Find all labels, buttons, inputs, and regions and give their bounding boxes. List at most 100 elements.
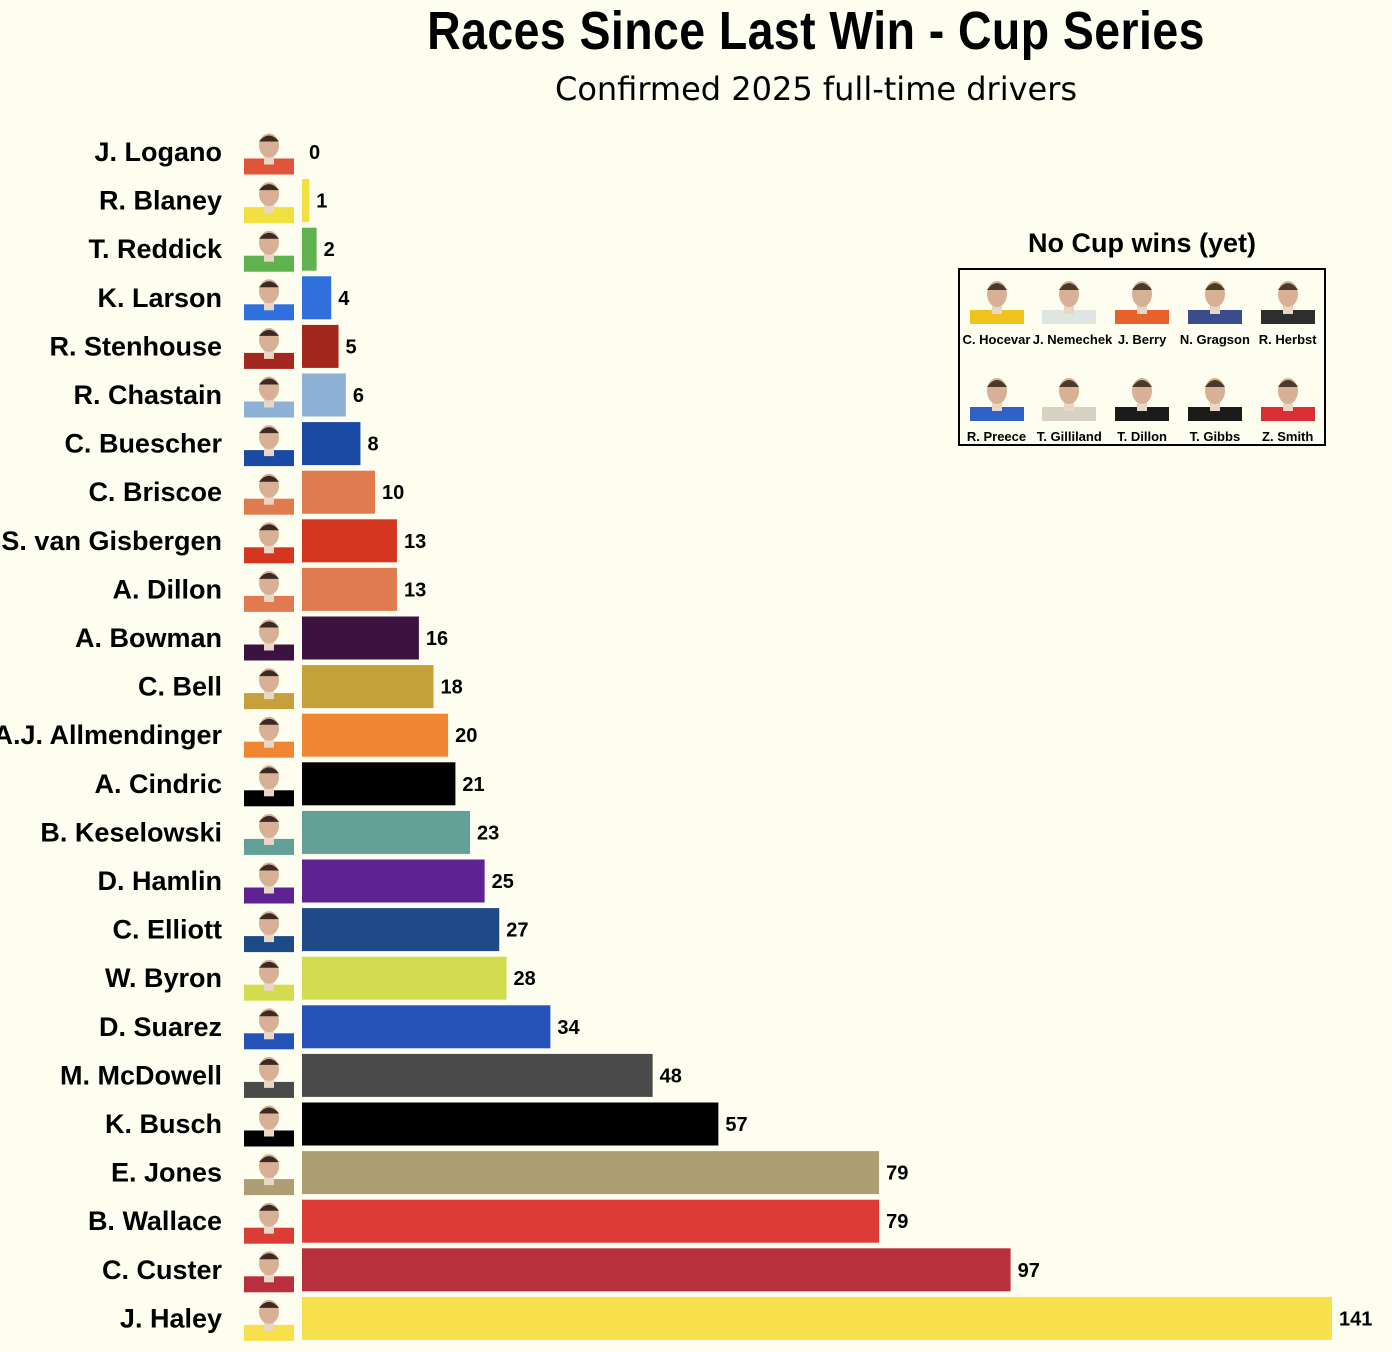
driver-photo (244, 1008, 294, 1050)
driver-photo (969, 281, 1024, 324)
driver-photo (244, 911, 294, 953)
driver-photo (244, 279, 294, 321)
driver-photo (1187, 281, 1242, 324)
bar (302, 1053, 653, 1097)
category-label: B. Wallace (88, 1206, 222, 1236)
no-wins-driver-name: T. Dillon (1117, 429, 1168, 444)
value-label: 97 (1018, 1260, 1040, 1282)
no-wins-driver-name: R. Herbst (1258, 332, 1317, 347)
value-label: 18 (440, 677, 462, 699)
chart-subtitle: Confirmed 2025 full-time drivers (554, 70, 1078, 108)
driver-photo (1042, 378, 1097, 421)
driver-photo (244, 133, 294, 175)
no-wins-driver: Z. Smith (1251, 371, 1324, 444)
chart-title: Races Since Last Win - Cup Series (427, 1, 1205, 61)
bar (302, 616, 419, 660)
no-wins-driver: C. Hocevar (960, 274, 1033, 347)
value-label: 48 (660, 1065, 682, 1087)
category-label: A.J. Allmendinger (0, 720, 222, 750)
category-label: K. Busch (105, 1109, 222, 1139)
value-label: 79 (886, 1163, 908, 1185)
category-label: E. Jones (111, 1158, 222, 1188)
bar (302, 956, 507, 1000)
value-label: 13 (404, 531, 426, 553)
category-label: A. Dillon (113, 574, 223, 604)
category-label: C. Custer (102, 1255, 223, 1285)
category-label: W. Byron (105, 963, 222, 993)
no-wins-driver-name: Z. Smith (1262, 429, 1314, 444)
category-label: B. Keselowski (40, 817, 222, 847)
no-wins-panel: C. Hocevar J. Nemechek J. Berry N. Gragson R… (958, 268, 1326, 446)
value-label: 25 (492, 871, 514, 893)
driver-photo (244, 716, 294, 758)
no-wins-driver: T. Dillon (1106, 371, 1179, 444)
bar (302, 1248, 1011, 1292)
category-label: M. McDowell (60, 1060, 222, 1090)
value-label: 20 (455, 725, 477, 747)
no-wins-driver-name: J. Nemechek (1032, 332, 1113, 347)
value-label: 27 (506, 920, 528, 942)
driver-photo (1260, 378, 1315, 421)
bar (302, 665, 434, 709)
bar (302, 1102, 719, 1146)
driver-photo (244, 425, 294, 467)
category-label: J. Logano (95, 137, 223, 167)
driver-photo (244, 1202, 294, 1244)
driver-photo (1115, 281, 1170, 324)
driver-photo (244, 230, 294, 272)
driver-photo (244, 959, 294, 1001)
bar (302, 227, 317, 271)
no-wins-driver: T. Gilliland (1033, 371, 1106, 444)
category-label: J. Haley (120, 1303, 222, 1333)
value-label: 16 (426, 628, 448, 650)
driver-photo (244, 1299, 294, 1341)
value-label: 13 (404, 579, 426, 601)
no-wins-driver-name: C. Hocevar (962, 332, 1031, 347)
value-label: 6 (353, 385, 364, 407)
no-wins-driver-name: J. Berry (1117, 332, 1167, 347)
driver-photo (244, 1154, 294, 1196)
no-wins-driver-name: T. Gilliland (1036, 429, 1102, 444)
driver-photo (1115, 378, 1170, 421)
value-label: 23 (477, 822, 499, 844)
bar (302, 373, 346, 417)
bar (302, 1296, 1332, 1340)
value-label: 79 (886, 1211, 908, 1233)
value-label: 10 (382, 482, 404, 504)
driver-photo (1187, 378, 1242, 421)
driver-photo (244, 1251, 294, 1293)
no-wins-driver-name: N. Gragson (1179, 332, 1250, 347)
bar (302, 276, 332, 320)
value-label: 2 (324, 239, 335, 261)
bar (302, 1005, 551, 1049)
no-wins-driver-name: T. Gibbs (1189, 429, 1241, 444)
value-label: 8 (367, 434, 378, 456)
bar (302, 519, 397, 563)
bar (302, 422, 361, 466)
category-label: K. Larson (97, 283, 222, 313)
bar (302, 324, 339, 368)
no-wins-driver-name: R. Preece (966, 429, 1027, 444)
category-label: D. Hamlin (97, 866, 222, 896)
bar (302, 713, 449, 757)
driver-photo (244, 765, 294, 807)
value-label: 57 (725, 1114, 747, 1136)
driver-photo (1042, 281, 1097, 324)
driver-photo (1260, 281, 1315, 324)
no-wins-driver: N. Gragson (1178, 274, 1251, 347)
category-label: R. Stenhouse (49, 331, 222, 361)
value-label: 28 (514, 968, 536, 990)
bar (302, 908, 500, 952)
category-label: R. Blaney (99, 186, 222, 216)
driver-photo (244, 1105, 294, 1147)
driver-photo (244, 473, 294, 515)
driver-photo (244, 327, 294, 369)
bar (302, 762, 456, 806)
value-label: 0 (309, 142, 320, 164)
category-label: C. Elliott (113, 915, 223, 945)
bar (302, 179, 310, 223)
no-wins-driver: J. Nemechek (1032, 274, 1113, 347)
bar (302, 1151, 880, 1195)
bar (302, 1199, 880, 1243)
